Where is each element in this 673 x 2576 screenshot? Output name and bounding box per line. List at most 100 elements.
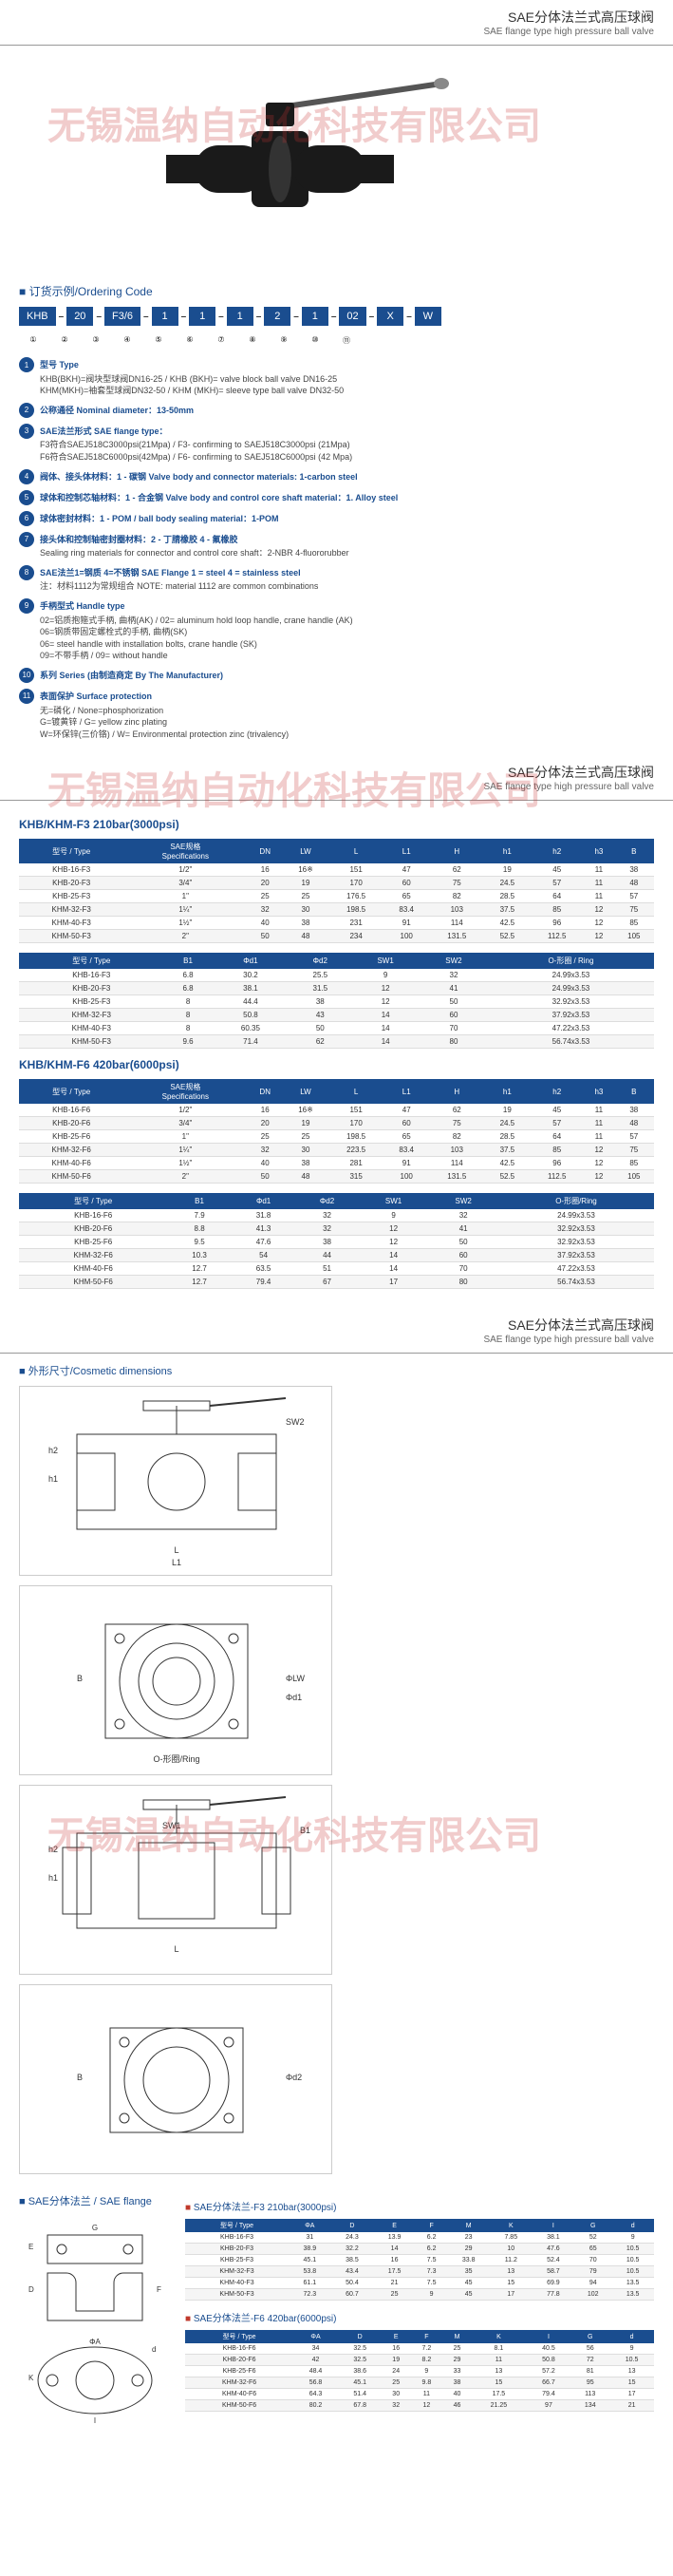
td: 14: [351, 1035, 420, 1049]
svg-text:d: d: [152, 2345, 156, 2354]
td: 21.25: [471, 2400, 526, 2412]
td: 14: [359, 1249, 429, 1262]
td: 24.99x3.53: [498, 1209, 654, 1222]
table-row: KHM-40-F61½"40382819111442.5961285: [19, 1157, 654, 1170]
th: D: [338, 2330, 383, 2343]
td: 70: [420, 1022, 488, 1035]
td: 7.9: [167, 1209, 232, 1222]
svg-text:SW2: SW2: [286, 1417, 305, 1427]
td: 94: [574, 2278, 611, 2289]
spec-row: 4阀体、接头体材料：1 - 碳钢 Valve body and connecto…: [19, 469, 654, 484]
spec-num: 1: [19, 357, 34, 372]
td: 1¼": [123, 1144, 247, 1157]
table-row: KHB-20-F33/4"2019170607524.5571148: [19, 877, 654, 890]
td: 60: [383, 1117, 429, 1130]
td: 38.9: [289, 2244, 331, 2255]
spec-row: 6球体密封材料：1 - POM / ball body sealing mate…: [19, 511, 654, 526]
td: 62: [429, 1104, 485, 1117]
td: 11: [584, 1104, 613, 1117]
td: 1": [123, 1130, 247, 1144]
page-header: SAE分体法兰式高压球阀 SAE flange type high pressu…: [0, 0, 673, 46]
code-num: ②: [50, 335, 79, 346]
table-row: KHB-20-F64232.5198.2291150.87210.5: [185, 2355, 654, 2366]
td: 23: [447, 2232, 490, 2244]
td: 30: [283, 903, 328, 917]
table-row: KHM-32-F610.35444146037.92x3.53: [19, 1249, 654, 1262]
td: 52: [574, 2232, 611, 2244]
spec-label: 球体和控制芯轴材料：1 - 合金钢 Valve body and control…: [40, 493, 398, 502]
td: 54: [232, 1249, 296, 1262]
td: 62: [289, 1035, 351, 1049]
td: 40: [443, 2389, 471, 2400]
td: 8.2: [410, 2355, 443, 2366]
header-cn: SAE分体法兰式高压球阀: [19, 1316, 654, 1335]
th: L: [328, 1079, 384, 1104]
td: 83.4: [383, 1144, 429, 1157]
td: 57: [530, 877, 584, 890]
td: 62: [429, 863, 485, 877]
td: 12: [351, 982, 420, 995]
td: KHM-50-F3: [19, 930, 123, 943]
td: 1½": [123, 1157, 247, 1170]
td: 37.5: [485, 903, 531, 917]
code-box: 1: [189, 307, 215, 326]
td: 75: [614, 903, 654, 917]
code-box: 1: [227, 307, 253, 326]
td: 52.4: [533, 2255, 575, 2266]
td: 56.74x3.53: [498, 1276, 654, 1289]
td: 10.5: [611, 2266, 654, 2278]
table-row: KHM-40-F664.351.430114017.579.411317: [185, 2389, 654, 2400]
spec-num: 2: [19, 403, 34, 418]
td: 42.5: [485, 1157, 531, 1170]
td: 51.4: [338, 2389, 383, 2400]
td: 11: [410, 2389, 443, 2400]
td: 24.3: [331, 2232, 374, 2244]
table-row: KHB-20-F68.841.332124132.92x3.53: [19, 1222, 654, 1236]
code-box: F3/6: [104, 307, 140, 326]
td: 19: [383, 2355, 410, 2366]
td: 47.22x3.53: [498, 1262, 654, 1276]
td: 47.6: [533, 2244, 575, 2255]
td: 2": [123, 1170, 247, 1184]
td: 10.5: [611, 2255, 654, 2266]
td: 33: [443, 2366, 471, 2377]
spec-desc: 无=磷化 / None=phosphorization G=镀黄锌 / G= y…: [40, 705, 654, 741]
td: 85: [530, 903, 584, 917]
td: 25.5: [289, 969, 351, 982]
th: h3: [584, 839, 613, 863]
td: 85: [530, 1144, 584, 1157]
td: 57: [530, 1117, 584, 1130]
svg-text:L: L: [174, 1944, 178, 1954]
td: 31.5: [289, 982, 351, 995]
td: 1/2": [123, 1104, 247, 1117]
code-box: 1: [302, 307, 328, 326]
td: 50: [247, 1170, 283, 1184]
td: 40: [247, 917, 283, 930]
td: 16: [373, 2255, 416, 2266]
td: 38: [283, 1157, 328, 1170]
td: 42: [293, 2355, 338, 2366]
td: KHB-25-F3: [19, 890, 123, 903]
td: 9: [359, 1209, 429, 1222]
td: 44: [295, 1249, 358, 1262]
svg-text:h1: h1: [48, 1873, 58, 1883]
td: 100: [383, 1170, 429, 1184]
td: 12: [584, 1144, 613, 1157]
td: 114: [429, 1157, 485, 1170]
code-num: ⑤: [144, 335, 173, 346]
svg-text:SW1: SW1: [162, 1821, 181, 1830]
code-num: ⑦: [207, 335, 235, 346]
td: 105: [614, 930, 654, 943]
td: 12: [584, 917, 613, 930]
spec-desc: 02=铝质抱箍式手柄, 曲柄(AK) / 02= aluminum hold l…: [40, 615, 654, 662]
spec-text: SAE法兰1=钢质 4=不锈钢 SAE Flange 1 = steel 4 =…: [40, 565, 654, 593]
td: KHM-32-F6: [19, 1144, 123, 1157]
td: 11: [584, 890, 613, 903]
table-row: KHB-25-F61"2525198.5658228.5641157: [19, 1130, 654, 1144]
code-boxes: KHB–20–F3/6–1–1–1–2–1–02–X–W: [19, 307, 654, 326]
td: 9.8: [410, 2377, 443, 2389]
ordering-section: 订货示例/Ordering Code KHB–20–F3/6–1–1–1–2–1…: [0, 274, 673, 755]
svg-text:B: B: [77, 2073, 83, 2082]
td: 8.1: [471, 2343, 526, 2355]
td: KHB-25-F3: [19, 995, 164, 1009]
